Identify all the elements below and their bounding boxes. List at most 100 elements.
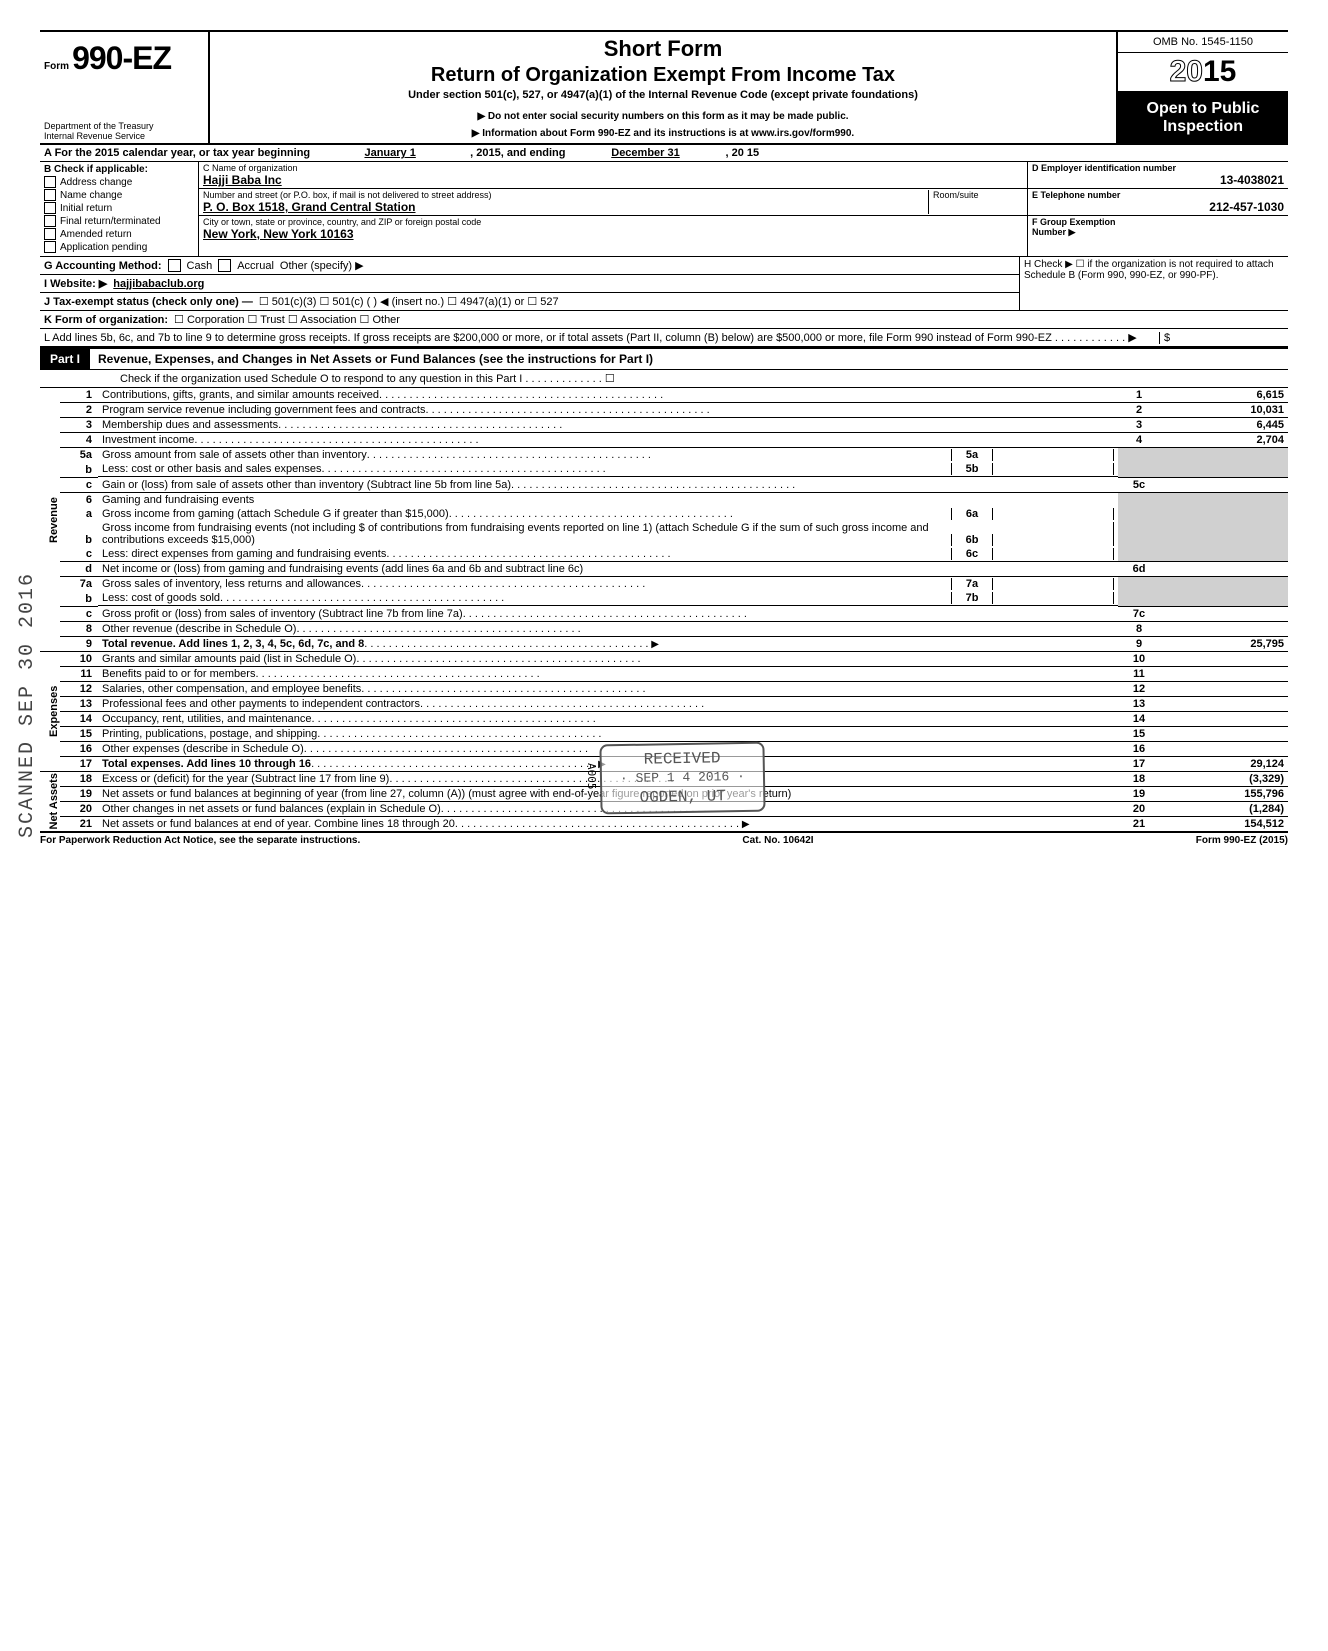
ln: 15 xyxy=(60,726,98,741)
desc: Gross profit or (loss) from sales of inv… xyxy=(102,608,463,620)
amt: 10,031 xyxy=(1160,403,1288,418)
amt xyxy=(1160,726,1288,741)
desc: Total revenue. Add lines 1, 2, 3, 4, 5c,… xyxy=(102,638,364,650)
rowA-suffix: , 20 15 xyxy=(726,147,760,159)
box: 6d xyxy=(1118,562,1160,577)
desc: Less: direct expenses from gaming and fu… xyxy=(102,548,386,560)
ln: c xyxy=(60,547,98,562)
ln: b xyxy=(60,521,98,547)
stamp-l3: OGDEN, UT xyxy=(620,786,745,809)
form-number: 990-EZ xyxy=(72,40,171,76)
note-ssn: ▶ Do not enter social security numbers o… xyxy=(218,111,1108,122)
box: 11 xyxy=(1118,666,1160,681)
chk-final-return[interactable] xyxy=(44,215,56,227)
lineH: H Check ▶ ☐ if the organization is not r… xyxy=(1019,257,1288,310)
mid-box: 7a xyxy=(951,578,993,590)
lineK-opts: ☐ Corporation ☐ Trust ☐ Association ☐ Ot… xyxy=(174,313,400,326)
amt: 25,795 xyxy=(1160,636,1288,651)
col-def: D Employer identification number 13-4038… xyxy=(1027,162,1288,256)
stamp-l1: RECEIVED xyxy=(619,748,744,771)
group-exemption-label: F Group Exemption xyxy=(1032,217,1284,227)
ln: 18 xyxy=(60,771,98,786)
chk-initial-return[interactable] xyxy=(44,202,56,214)
desc: Program service revenue including govern… xyxy=(102,404,425,416)
opt-other: Other (specify) ▶ xyxy=(280,259,364,272)
box: 16 xyxy=(1118,741,1160,756)
open-to-public: Open to Public Inspection xyxy=(1118,92,1288,143)
ln: 21 xyxy=(60,816,98,832)
ln: b xyxy=(60,591,98,606)
website-value: hajjibabaclub.org xyxy=(113,278,204,290)
amt: 29,124 xyxy=(1160,756,1288,771)
amt: (1,284) xyxy=(1160,801,1288,816)
chk-label: Initial return xyxy=(60,203,112,214)
chk-accrual[interactable] xyxy=(218,259,231,272)
col-b-checkboxes: B Check if applicable: Address change Na… xyxy=(40,162,199,256)
ln: 13 xyxy=(60,696,98,711)
desc: Salaries, other compensation, and employ… xyxy=(102,683,361,695)
desc: Net income or (loss) from gaming and fun… xyxy=(102,563,583,575)
mid-box: 6a xyxy=(951,508,993,520)
stamp-l2: SEP 1 4 2016 xyxy=(635,769,729,786)
desc: Net assets or fund balances at end of ye… xyxy=(102,818,455,830)
note-info: ▶ Information about Form 990-EZ and its … xyxy=(218,128,1108,139)
tax-year: 2015 xyxy=(1118,53,1288,92)
box: 1 xyxy=(1118,388,1160,403)
info-block: B Check if applicable: Address change Na… xyxy=(40,162,1288,257)
lineJ-label: J Tax-exempt status (check only one) — xyxy=(44,296,253,308)
desc: Other revenue (describe in Schedule O) xyxy=(102,623,296,635)
amt xyxy=(1160,562,1288,577)
chk-cash[interactable] xyxy=(168,259,181,272)
desc: Professional fees and other payments to … xyxy=(102,698,420,710)
box: 7c xyxy=(1118,606,1160,621)
desc: Gaming and fundraising events xyxy=(98,492,1118,507)
lineL-text: L Add lines 5b, 6c, and 7b to line 9 to … xyxy=(44,331,1153,344)
city-label: City or town, state or province, country… xyxy=(203,217,1023,227)
amt xyxy=(1160,666,1288,681)
amt xyxy=(1160,477,1288,492)
chk-address-change[interactable] xyxy=(44,176,56,188)
mid-box: 5a xyxy=(951,449,993,461)
received-stamp: RECEIVED · SEP 1 4 2016 · OGDEN, UT xyxy=(599,742,765,815)
ein-value: 13-4038021 xyxy=(1032,173,1284,187)
header: Form 990-EZ Department of the Treasury I… xyxy=(40,32,1288,145)
chk-name-change[interactable] xyxy=(44,189,56,201)
box: 3 xyxy=(1118,418,1160,433)
amt xyxy=(1160,711,1288,726)
rowA-begin: January 1 xyxy=(310,147,470,159)
desc: Less: cost or other basis and sales expe… xyxy=(102,463,322,475)
box: 12 xyxy=(1118,681,1160,696)
rowA-mid: , 2015, and ending xyxy=(470,147,565,159)
phone-label: E Telephone number xyxy=(1032,190,1284,200)
ln: c xyxy=(60,477,98,492)
ln: 11 xyxy=(60,666,98,681)
col-c-org: C Name of organization Hajji Baba Inc Nu… xyxy=(199,162,1027,256)
title-main: Return of Organization Exempt From Incom… xyxy=(218,64,1108,87)
part1-label: Part I xyxy=(40,349,90,369)
desc: Gain or (loss) from sale of assets other… xyxy=(102,479,511,491)
box: 9 xyxy=(1118,636,1160,651)
opt-cash: Cash xyxy=(187,260,213,272)
subtitle: Under section 501(c), 527, or 4947(a)(1)… xyxy=(218,89,1108,101)
scanned-stamp: SCANNED SEP 30 2016 xyxy=(16,572,39,838)
stamp-code: A005 xyxy=(585,763,598,790)
amt: 155,796 xyxy=(1160,786,1288,801)
chk-application-pending[interactable] xyxy=(44,241,56,253)
box: 13 xyxy=(1118,696,1160,711)
footer-left: For Paperwork Reduction Act Notice, see … xyxy=(40,835,360,846)
box: 18 xyxy=(1118,771,1160,786)
ln: 4 xyxy=(60,433,98,448)
desc: Less: cost of goods sold xyxy=(102,592,220,604)
chk-label: Address change xyxy=(60,177,132,188)
mid-box: 6c xyxy=(951,548,993,560)
box: 14 xyxy=(1118,711,1160,726)
desc: Contributions, gifts, grants, and simila… xyxy=(102,389,379,401)
ln: 9 xyxy=(60,636,98,651)
chk-amended-return[interactable] xyxy=(44,228,56,240)
desc: Benefits paid to or for members xyxy=(102,668,255,680)
ln: c xyxy=(60,606,98,621)
room-suite: Room/suite xyxy=(928,190,1023,214)
mid-box: 7b xyxy=(951,592,993,604)
open-line2: Inspection xyxy=(1120,118,1286,136)
ln: b xyxy=(60,462,98,477)
